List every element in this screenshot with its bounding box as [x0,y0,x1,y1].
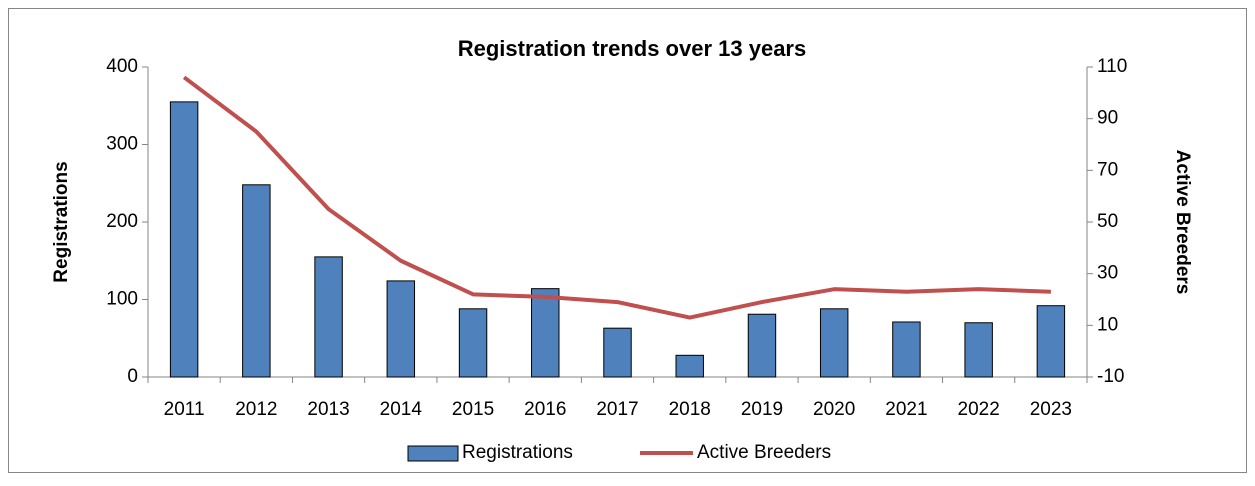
y2-tick-label: 10 [1097,314,1118,335]
legend-label: Active Breeders [697,442,831,463]
x-tick-label: 2016 [524,399,566,420]
y-tick-label: 400 [106,56,138,77]
x-tick-label: 2022 [958,399,1000,420]
bar [458,308,488,378]
y2-tick-label: 90 [1097,108,1118,129]
chart-border [8,8,1247,473]
bar [1036,305,1066,378]
bar [892,321,921,378]
x-tick-label: 2013 [307,399,349,420]
x-tick-label: 2021 [885,399,927,420]
y2-tick-label: 70 [1097,159,1118,180]
y2-tick-label: -10 [1097,366,1124,387]
chart-title: Registration trends over 13 years [458,36,806,61]
x-tick-label: 2023 [1030,399,1072,420]
bar [314,256,343,378]
x-tick-label: 2018 [669,399,711,420]
x-tick-label: 2014 [380,399,423,420]
x-tick-label: 2019 [741,399,783,420]
y-tick-label: 200 [106,211,138,232]
bar [169,101,199,378]
bar [964,322,993,378]
bar [386,280,416,378]
y2-axis-label: Active Breeders [1172,150,1193,295]
x-tick-label: 2017 [596,399,638,420]
line [182,75,1051,320]
x-tick-label: 2020 [813,399,855,420]
bar [603,327,632,378]
bar [819,308,849,378]
legend-swatch [407,445,459,462]
legend-label: Registrations [462,442,573,463]
y2-tick-label: 30 [1097,263,1118,284]
x-tick-label: 2015 [452,399,494,420]
y-axis-label: Registrations [51,161,72,282]
y-tick-label: 100 [106,289,138,310]
bar [747,313,777,378]
x-tick-label: 2012 [235,399,277,420]
x-tick-label: 2011 [164,399,205,420]
y-tick-label: 300 [106,134,138,155]
y2-tick-label: 110 [1097,56,1127,77]
y2-tick-label: 50 [1097,211,1118,232]
bar [675,354,704,378]
y-tick-label: 0 [127,366,138,387]
bar [531,288,560,378]
bar [242,184,271,378]
